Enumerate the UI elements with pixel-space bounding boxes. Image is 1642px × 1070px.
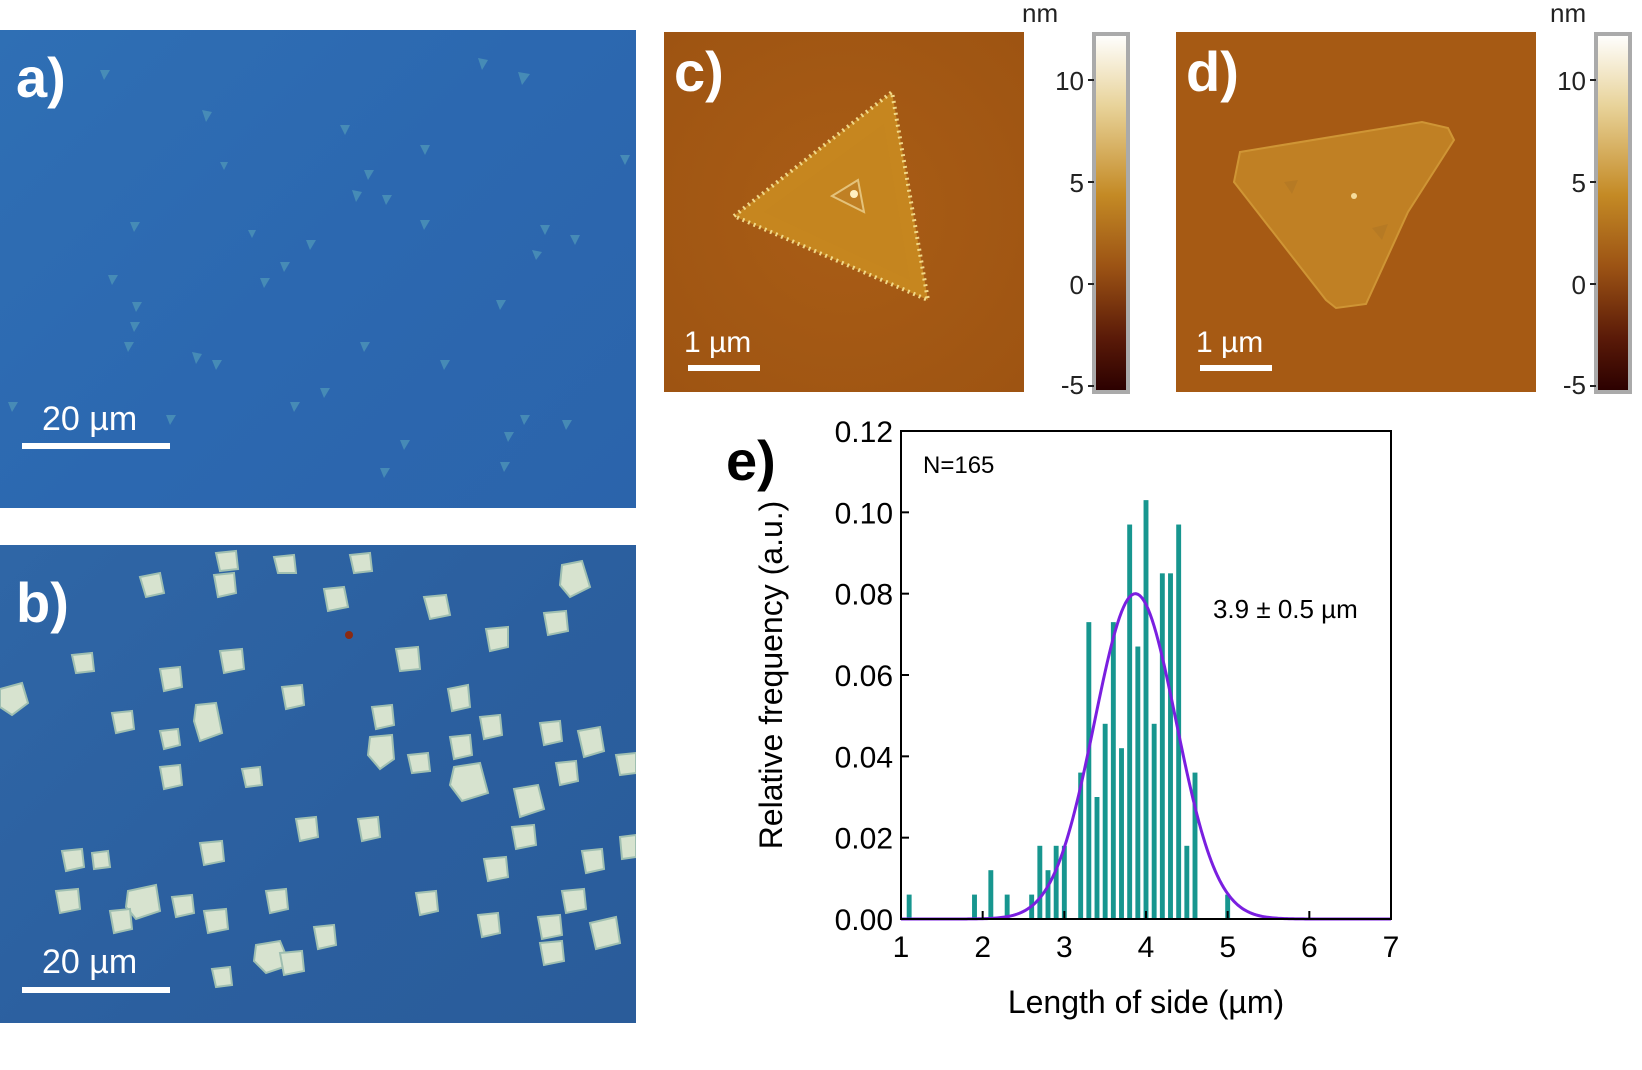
histogram-bar [1168,573,1173,919]
histogram-bar [1053,845,1059,919]
y-tick-label: 0.12 [835,420,893,449]
panel-c-colorbar: 10 5 0 -5 [1055,32,1130,398]
x-tick-label: 4 [1138,931,1155,964]
panel-c-flake [664,32,1024,392]
panel-d-scale-label: 1 µm [1196,326,1264,359]
histogram-bar [1086,622,1092,919]
histogram-bar [1110,622,1116,919]
panel-d-label: d) [1186,40,1239,103]
panel-d-colorbar-ticks [1590,79,1596,387]
panel-d-colorbar-tick: 5 [1572,168,1586,198]
panel-a-label: a) [16,46,66,109]
x-axis-label: Length of side (µm) [1008,984,1284,1020]
panel-c-afm-image: c) 1 µm [664,32,1024,392]
panel-c-label: c) [674,40,724,103]
y-axis-label: Relative frequency (a.u.) [753,501,789,850]
histogram-bar [1127,524,1133,919]
histogram-bar [1061,845,1067,919]
x-tick-label: 7 [1383,931,1400,964]
histogram-bar [988,870,994,919]
panel-a-scale-label: 20 µm [42,400,138,438]
panel-d-afm-image: d) 1 µm [1176,32,1536,392]
y-tick-label: 0.06 [835,660,893,693]
histogram-bar [1225,894,1231,919]
histogram-bar [1078,772,1084,919]
panel-b-scale-bar [22,987,170,993]
panel-d-scale-bar [1200,365,1272,371]
histogram-bar [1045,870,1051,919]
panel-d-colorbar-unit: nm [1550,0,1587,28]
histogram-bars [906,500,1231,919]
histogram-bar [1119,748,1124,919]
panel-c-colorbar-tick: 5 [1070,168,1084,198]
histogram-bar [1004,894,1010,919]
histogram-bar [1094,797,1100,919]
panel-d-colorbar: 10 5 0 -5 [1557,32,1632,398]
histogram-bar [1176,524,1182,919]
panel-e-label: e) [726,429,776,492]
histogram-bar [1102,723,1108,919]
panel-b-flakes [0,549,636,989]
histogram-bar [1159,573,1165,919]
panel-d-flake [1176,32,1536,392]
panel-c-colorbar-unit: nm [1022,0,1059,28]
x-tick-label: 5 [1219,931,1236,964]
x-axis-ticks: 1 2 3 4 5 6 7 [893,911,1400,964]
histogram-bar [1135,646,1141,919]
panel-b-scale-label: 20 µm [42,943,138,981]
panel-c-colorbar-tick: 10 [1055,66,1084,96]
histogram-bar [1184,845,1190,919]
x-tick-label: 1 [893,931,910,964]
x-tick-label: 2 [974,931,991,964]
panel-b-optical-image: b) 20 µm [0,545,636,1023]
histogram-bar [1143,500,1149,919]
histogram-bar [1151,723,1157,919]
histogram-bar [1192,772,1198,919]
sample-count-annotation: N=165 [923,452,994,479]
panel-b-label: b) [16,571,69,634]
panel-d-colorbar-tick: 0 [1572,270,1586,300]
panel-a-scale-bar [22,443,170,449]
x-tick-label: 3 [1056,931,1073,964]
panel-d-colorbar-tick: 10 [1557,66,1586,96]
y-tick-label: 0.08 [835,579,893,612]
panel-d-colorbar-tick: -5 [1563,370,1586,398]
panel-a-flakes [8,58,630,478]
histogram-bar [906,894,912,919]
panel-a-optical-image: a) 20 µm [0,30,636,508]
panel-c-colorbar-tick: -5 [1061,370,1084,398]
y-tick-label: 0.02 [835,823,893,856]
panel-c-scale-bar [688,365,760,371]
histogram-bar [972,894,977,919]
y-axis-ticks: 0.00 0.02 0.04 0.06 0.08 0.10 0.12 [835,420,909,937]
panel-c-scale-label: 1 µm [684,326,752,359]
fit-result-annotation: 3.9 ± 0.5 µm [1213,594,1358,624]
y-tick-label: 0.00 [835,904,893,937]
histogram-bar [1037,845,1043,919]
y-tick-label: 0.04 [835,741,893,774]
y-tick-label: 0.10 [835,497,893,530]
x-tick-label: 6 [1301,931,1318,964]
panel-c-colorbar-ticks [1088,79,1094,387]
panel-c-colorbar-tick: 0 [1070,270,1084,300]
